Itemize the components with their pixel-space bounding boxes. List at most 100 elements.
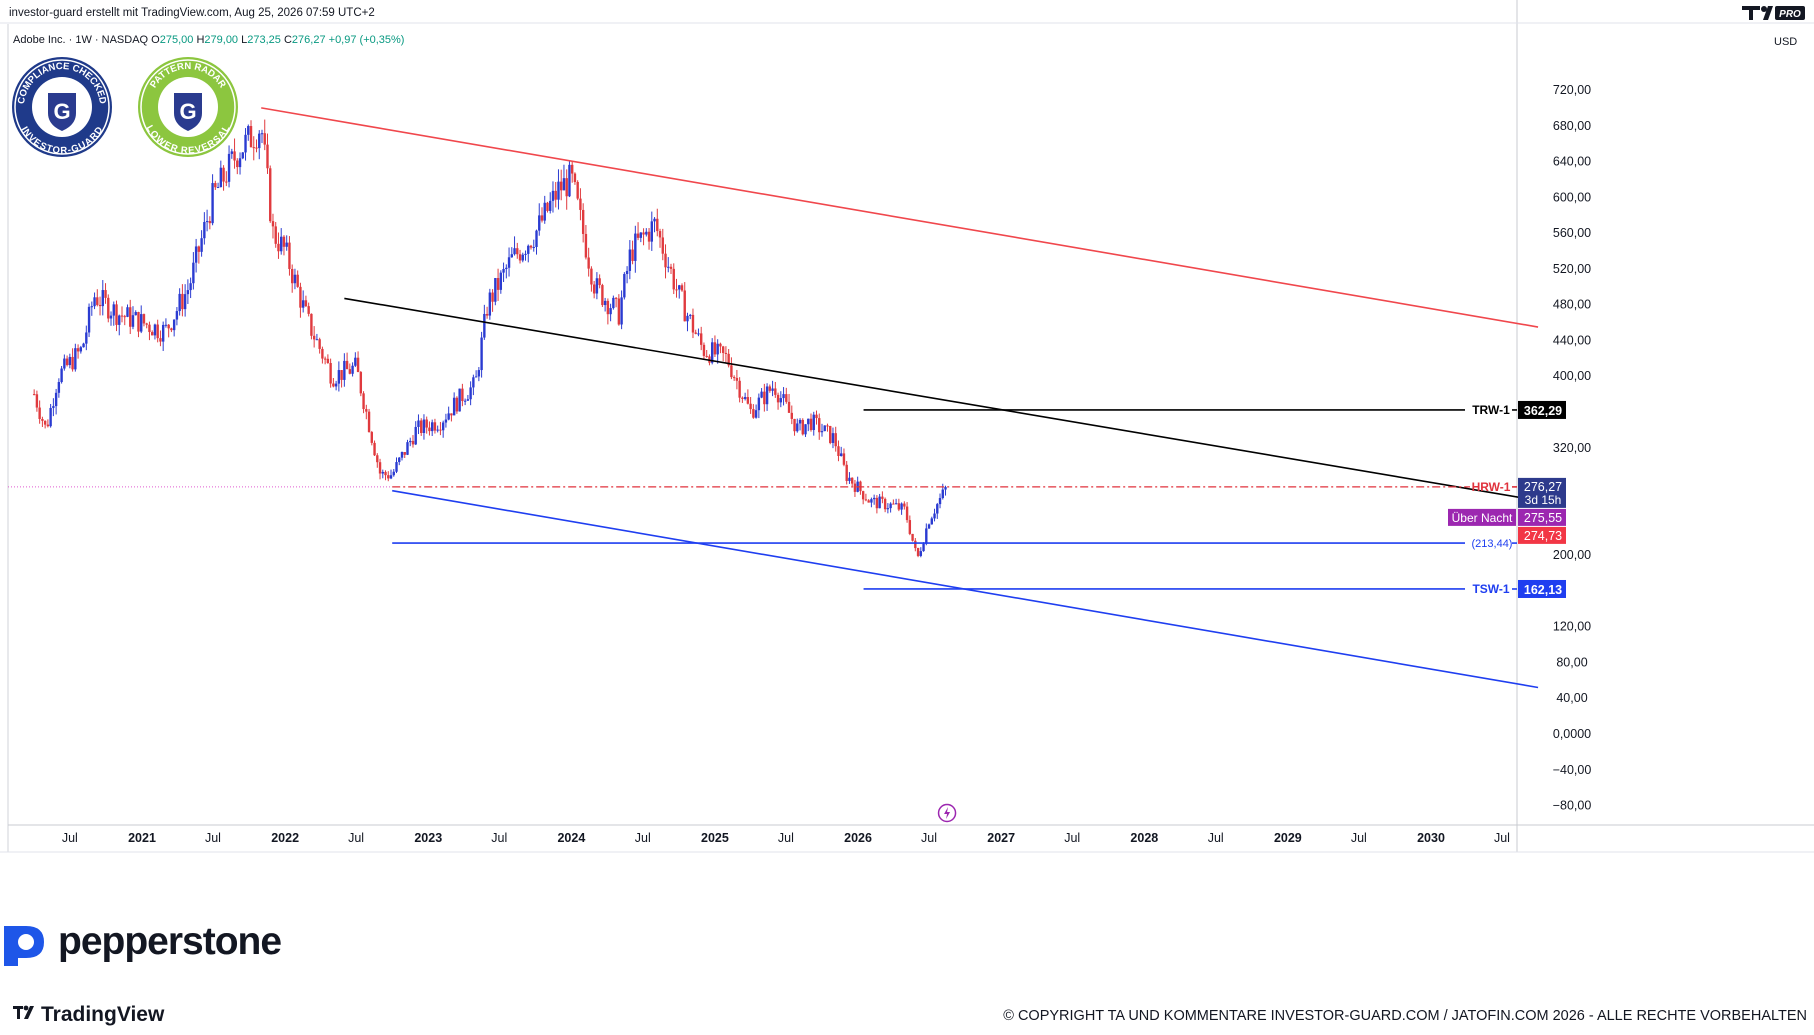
candle-body <box>516 248 519 255</box>
candle-body <box>161 324 165 342</box>
ohlc-open-label: O <box>151 34 160 46</box>
candle-body <box>496 278 500 290</box>
candle-body <box>845 464 848 481</box>
candle-body <box>285 242 288 247</box>
candle-body <box>551 190 555 201</box>
candle-body <box>807 418 810 425</box>
candle-body <box>205 221 209 223</box>
trw-1-value-label: 362,29 <box>1524 404 1562 418</box>
candle-body <box>474 376 478 378</box>
candle-body <box>584 233 588 258</box>
candle-body <box>741 397 744 399</box>
currency-label[interactable]: USD <box>1774 36 1798 48</box>
candle-body <box>340 370 343 380</box>
candle-body <box>560 181 563 191</box>
candle-body <box>710 342 714 363</box>
candle-body <box>864 499 868 501</box>
candle-body <box>225 181 228 183</box>
candle-body <box>277 243 280 252</box>
svg-text:G: G <box>179 99 196 124</box>
candle-body <box>87 306 91 333</box>
candle-body <box>85 332 88 344</box>
candle-body <box>400 451 404 458</box>
candle-body <box>252 147 255 149</box>
candle-body <box>752 409 755 418</box>
candle-body <box>458 388 461 412</box>
candle-body <box>562 178 566 191</box>
candle-body <box>280 236 283 252</box>
x-tick-label: Jul <box>1208 831 1224 845</box>
candle-body <box>63 358 66 369</box>
candle-body <box>96 297 99 305</box>
trw-1-value-tag <box>1518 400 1566 419</box>
y-tick-label: 200,00 <box>1553 548 1591 562</box>
candle-body <box>840 453 843 456</box>
y-tick-label: 40,00 <box>1556 691 1587 705</box>
ohlc-high: 279,00 <box>204 34 239 46</box>
candle-body <box>746 397 750 404</box>
candle-body <box>332 383 335 387</box>
candle-body <box>848 477 851 481</box>
candle-body <box>414 426 417 445</box>
candle-body <box>312 335 316 340</box>
candle-body <box>667 266 670 268</box>
x-tick-label: Jul <box>1494 831 1510 845</box>
candle-body <box>112 304 115 316</box>
channel-mid-line <box>344 297 1539 502</box>
candle-body <box>727 353 730 366</box>
candle-body <box>867 500 870 503</box>
y-tick-label: 480,00 <box>1553 298 1591 312</box>
candle-body <box>765 386 769 405</box>
candle-body <box>214 183 217 188</box>
candle-body <box>823 425 826 432</box>
candle-body <box>296 274 299 287</box>
candle-body <box>606 300 610 315</box>
candle-body <box>538 215 541 231</box>
candle-body <box>532 247 535 249</box>
candle-body <box>664 253 667 268</box>
symbol-name[interactable]: Adobe Inc. · 1W · NASDAQ <box>13 34 149 46</box>
last-price-tag <box>1518 477 1566 508</box>
candle-body <box>658 231 662 238</box>
overnight-note-tag <box>1448 508 1516 526</box>
candle-body <box>916 548 920 556</box>
candle-body <box>170 328 173 331</box>
candle-body <box>222 167 225 182</box>
candle-body <box>513 248 516 255</box>
candle-body <box>271 221 275 227</box>
candle-body <box>793 418 796 432</box>
candle-body <box>131 315 135 327</box>
x-tick-label: 2026 <box>844 831 872 845</box>
candle-body <box>107 297 110 319</box>
tradingview-logo[interactable]: TradingView <box>13 1003 164 1027</box>
candle-body <box>299 286 302 308</box>
candle-body <box>178 293 181 312</box>
candle-body <box>801 419 804 435</box>
candle-body <box>636 233 640 238</box>
candle-body <box>461 388 464 402</box>
candle-body <box>137 312 140 332</box>
lightning-icon <box>944 807 951 819</box>
candle-body <box>290 268 294 284</box>
candle-body <box>219 167 223 188</box>
candle-body <box>373 442 376 456</box>
candle-body <box>883 498 887 510</box>
candle-body <box>944 487 947 490</box>
candle-body <box>485 313 489 316</box>
candle-body <box>46 424 50 427</box>
y-tick-label: 600,00 <box>1553 190 1591 204</box>
candle-body <box>529 245 533 248</box>
symbol-ohlc-line: Adobe Inc. · 1W · NASDAQ O275,00 H279,00… <box>13 34 404 46</box>
x-tick-label: 2028 <box>1130 831 1158 845</box>
candle-body <box>354 357 357 366</box>
x-tick-label: 2024 <box>557 831 585 845</box>
candle-body <box>233 151 236 161</box>
tsw-1-level-label: TSW-1 <box>1472 582 1509 596</box>
bar-countdown-label: 3d 15h <box>1525 493 1562 507</box>
candle-body <box>156 324 159 339</box>
ohlc-close-label: C <box>283 34 292 46</box>
candle-body <box>183 294 187 310</box>
candle-body <box>65 358 69 366</box>
candle-body <box>79 347 83 352</box>
